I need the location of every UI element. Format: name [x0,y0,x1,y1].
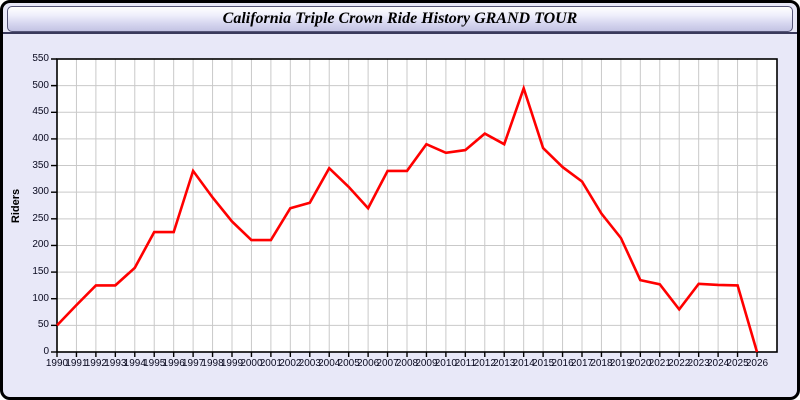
x-tick-label: 2005 [337,358,360,369]
x-tick-label: 1990 [45,358,69,369]
x-tick-label: 2026 [745,358,769,369]
y-tick-label: 400 [32,132,49,144]
x-tick-label: 2025 [726,358,749,369]
x-tick-label: 1998 [201,358,224,369]
x-tick-label: 2008 [395,358,419,369]
x-tick-label: 1999 [220,358,244,369]
x-tick-label: 1995 [143,358,166,369]
x-tick-label: 2012 [473,358,496,369]
plot-border [56,58,778,353]
x-tick-label: 2019 [609,358,632,369]
y-tick-label: 550 [32,53,49,64]
x-tick-label: 1997 [181,358,205,369]
x-tick-label: 2002 [279,358,302,369]
x-tick-label: 2009 [415,358,438,369]
x-tick-label: 2017 [570,358,594,369]
title-bar: California Triple Crown Ride History GRA… [7,6,793,32]
x-tick-label: 2015 [531,358,555,369]
header: California Triple Crown Ride History GRA… [3,3,797,34]
x-tick-label: 1996 [162,358,185,369]
y-tick-label: 250 [32,212,49,224]
line-chart [51,58,778,357]
x-tick-label: 2024 [706,358,730,369]
x-tick-label: 2006 [356,358,380,369]
x-tick-label: 2023 [687,358,710,369]
plot-area [57,59,777,352]
x-tick-label: 2022 [668,358,691,369]
x-tick-label: 2011 [454,358,477,369]
y-tick-label: 0 [43,346,49,357]
x-tick-label: 2016 [551,358,574,369]
y-tick-label: 300 [32,186,49,198]
y-tick-label: 50 [37,319,49,331]
x-tick-label: 2001 [259,358,282,369]
x-tick-label: 1992 [84,358,107,369]
x-tick-label: 2010 [434,358,457,369]
x-tick-label: 2004 [318,358,341,369]
x-tick-label: 2013 [493,358,516,369]
x-tick-label: 2020 [629,358,652,369]
y-tick-label: 200 [32,239,49,251]
x-tick-label: 1993 [104,358,127,369]
y-tick-label: 350 [32,159,49,171]
y-tick-label: 150 [32,266,49,278]
x-tick-label: 2018 [590,358,613,369]
y-tick-label: 100 [32,292,49,304]
x-tick-label: 2007 [376,358,399,369]
x-tick-label: 2003 [298,358,321,369]
y-axis-title: Riders [10,188,22,223]
x-tick-label: 1991 [65,358,88,369]
series-line-riders [56,84,759,353]
page-title: California Triple Crown Ride History GRA… [222,10,578,27]
y-tick-label: 500 [32,79,49,91]
x-tick-label: 2021 [648,358,671,369]
x-tick-label: 1994 [123,358,146,369]
x-tick-label: 2014 [512,358,535,369]
x-tick-label: 2000 [240,358,263,369]
y-tick-label: 450 [32,106,49,118]
